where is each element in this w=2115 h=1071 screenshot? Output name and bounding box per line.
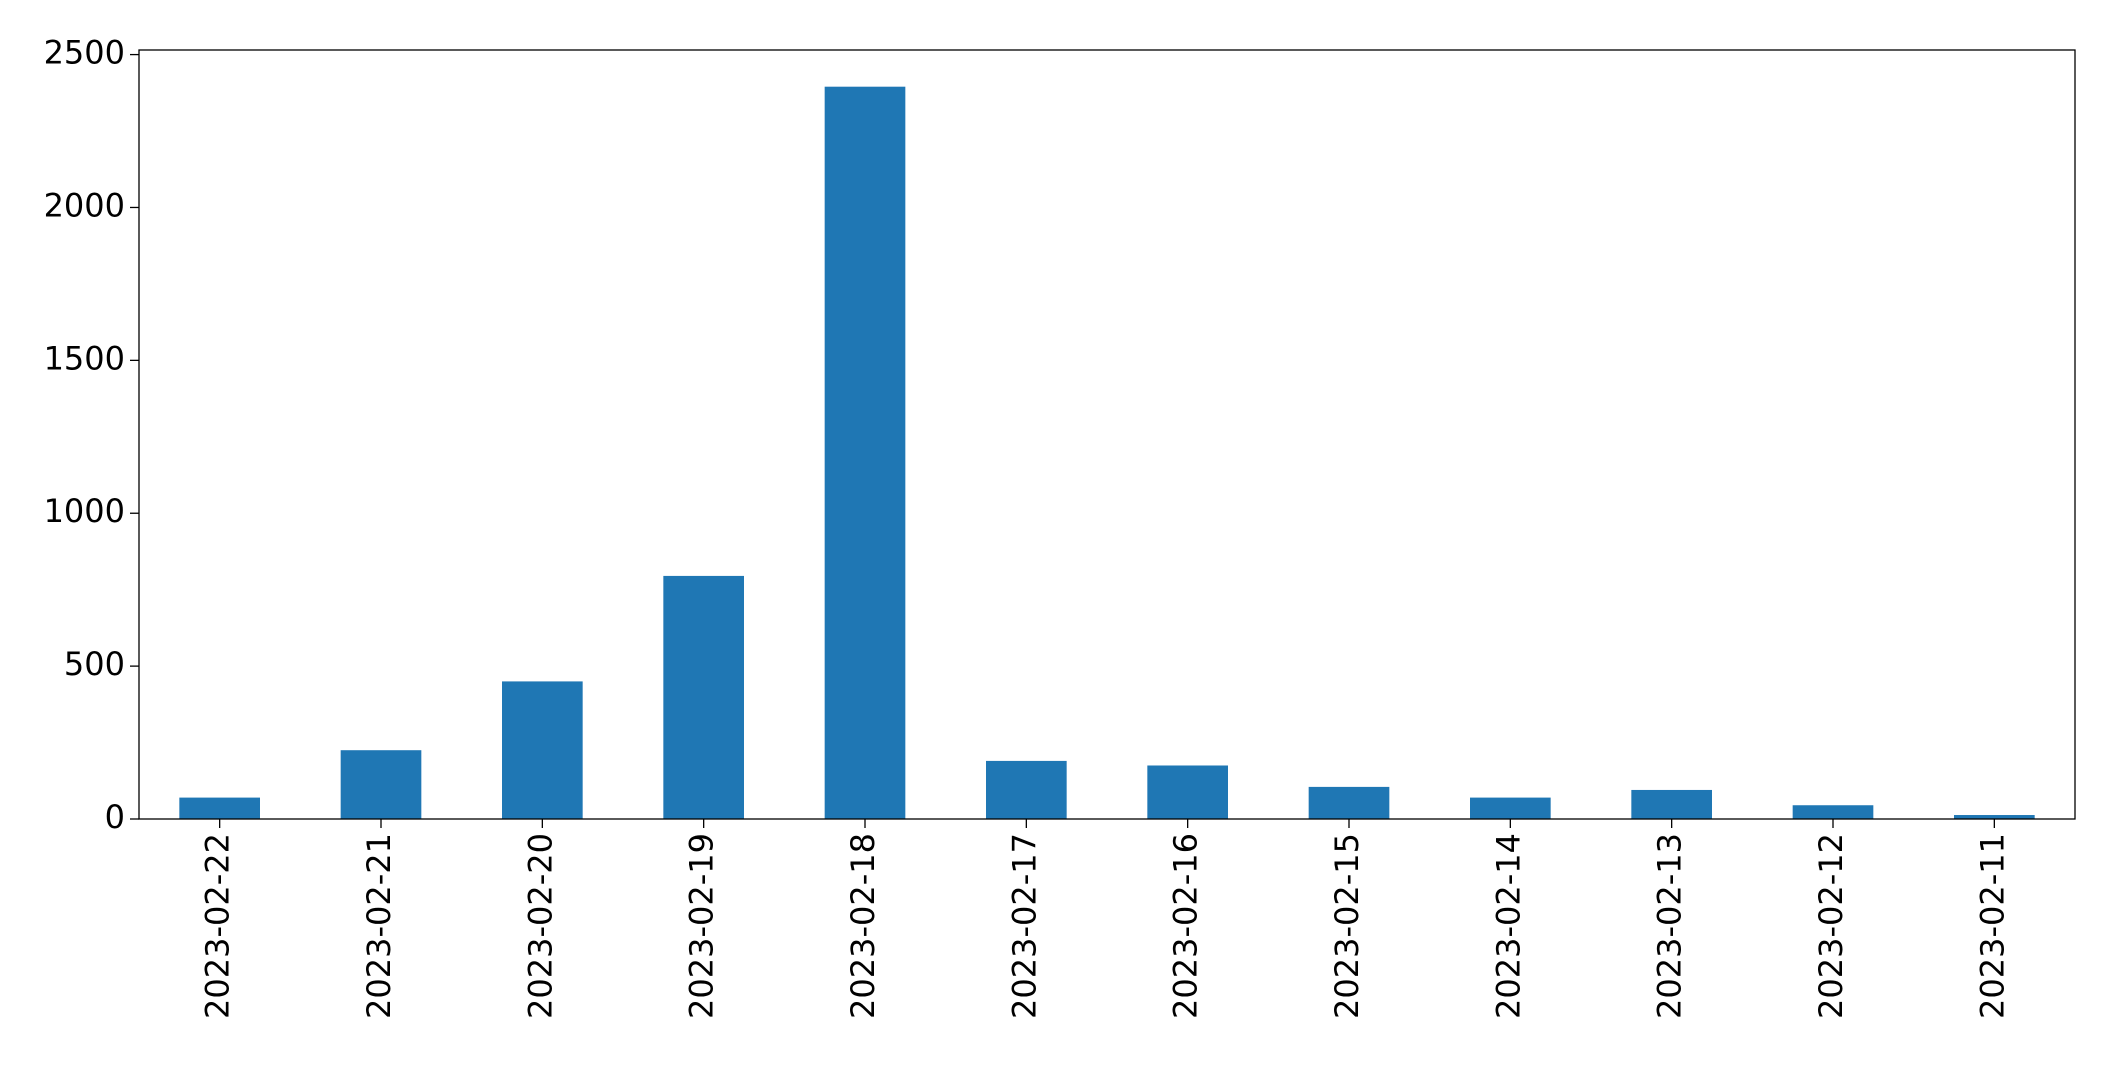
x-tick-label: 2023-02-18 [844,833,882,1019]
y-tick-label: 500 [64,645,125,683]
bar [1954,815,2035,819]
x-tick-label: 2023-02-12 [1812,833,1850,1019]
y-tick-label: 1000 [44,492,125,530]
x-tick-label: 2023-02-13 [1651,833,1689,1019]
y-tick-label: 1500 [44,339,125,377]
bar [1308,786,1390,819]
x-tick-label: 2023-02-22 [199,833,237,1019]
y-tick-label: 0 [105,798,125,836]
x-tick-label: 2023-02-14 [1489,833,1527,1019]
bar [179,797,260,819]
x-tick-label: 2023-02-20 [521,833,559,1019]
bar [340,750,422,819]
bar [1792,805,1874,819]
x-tick-label: 2023-02-15 [1328,833,1366,1019]
bar [1147,765,1228,819]
x-tick-label: 2023-02-17 [1005,833,1043,1019]
y-tick-label: 2000 [44,186,125,224]
bar [986,760,1067,819]
bar [1470,797,1551,819]
x-tick-label: 2023-02-11 [1973,833,2011,1019]
y-tick-label: 2500 [44,34,125,72]
plot-frame [138,49,2076,820]
x-tick-label: 2023-02-16 [1167,833,1205,1019]
bar [824,86,906,820]
bar [1631,789,1712,819]
bar [663,575,744,819]
x-tick-label: 2023-02-19 [683,833,721,1019]
bar [502,681,583,819]
x-tick-label: 2023-02-21 [360,833,398,1019]
